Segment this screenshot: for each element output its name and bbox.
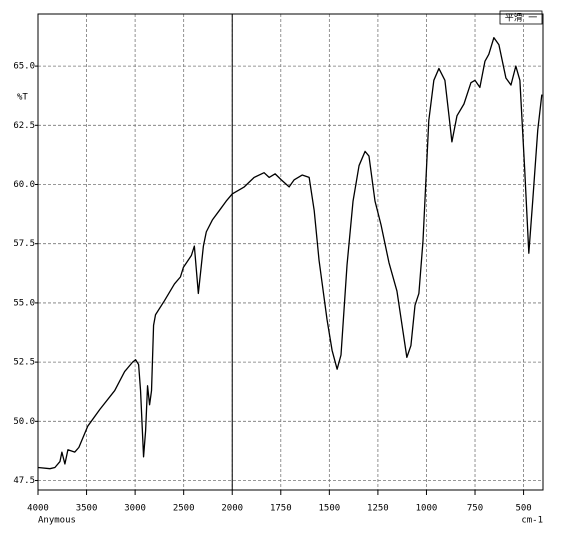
spectrum-line <box>38 37 543 470</box>
x-unit: cm-1 <box>521 516 543 526</box>
x-tick-label: 3000 <box>124 504 146 514</box>
y-tick-label: 52.5 <box>13 358 35 368</box>
y-tick-label: 60.0 <box>13 180 35 190</box>
x-tick-label: 1250 <box>367 504 389 514</box>
y-tick-label: 55.0 <box>13 298 35 308</box>
y-axis-label: %T <box>17 93 28 103</box>
y-tick-label: 57.5 <box>13 239 35 249</box>
x-tick-label: 3500 <box>76 504 98 514</box>
x-tick-label: 2000 <box>221 504 243 514</box>
x-tick-label: 1000 <box>416 504 438 514</box>
x-tick-label: 4000 <box>27 504 49 514</box>
y-tick-label: 47.5 <box>13 476 35 486</box>
x-tick-label: 750 <box>467 504 483 514</box>
x-axis-label: Anymous <box>38 516 76 526</box>
legend-text: 平滑 一 <box>505 13 537 24</box>
x-tick-label: 500 <box>515 504 531 514</box>
y-tick-label: 62.5 <box>13 121 35 131</box>
y-tick-label: 50.0 <box>13 417 35 427</box>
x-tick-label: 1750 <box>270 504 292 514</box>
x-tick-label: 2500 <box>173 504 195 514</box>
x-tick-label: 1500 <box>319 504 341 514</box>
plot-frame <box>37 13 544 491</box>
y-tick-label: 65.0 <box>13 62 35 72</box>
